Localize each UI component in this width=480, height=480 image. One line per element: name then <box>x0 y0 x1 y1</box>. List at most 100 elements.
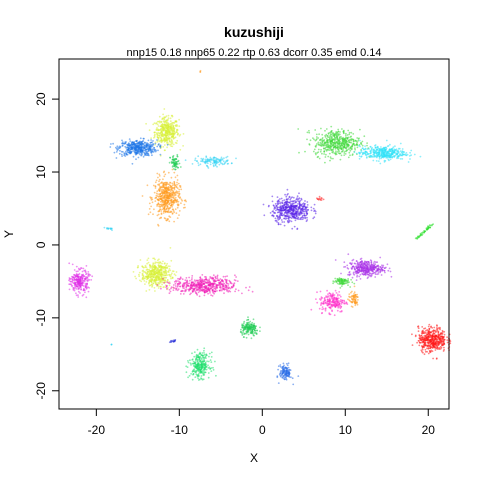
scatter-point <box>160 120 163 123</box>
scatter-point <box>230 162 233 165</box>
scatter-point <box>349 148 351 150</box>
scatter-point <box>135 143 138 145</box>
scatter-point <box>153 286 156 289</box>
scatter-point <box>143 149 146 152</box>
scatter-point <box>313 203 316 206</box>
scatter-point <box>160 275 163 278</box>
scatter-point <box>72 287 75 289</box>
scatter-point <box>169 144 171 146</box>
scatter-point <box>177 280 179 282</box>
scatter-point <box>167 137 170 140</box>
scatter-point <box>159 203 162 206</box>
scatter-point <box>163 189 165 192</box>
scatter-point <box>375 149 378 152</box>
scatter-point <box>341 144 344 147</box>
scatter-point <box>342 132 345 134</box>
scatter-point <box>128 146 131 149</box>
scatter-point <box>285 211 287 213</box>
scatter-point <box>222 160 225 163</box>
scatter-point <box>345 146 347 149</box>
scatter-point <box>139 137 142 140</box>
scatter-point <box>360 141 362 144</box>
scatter-point <box>306 204 309 206</box>
scatter-point <box>343 129 345 132</box>
scatter-point <box>319 150 322 153</box>
scatter-point <box>274 219 277 222</box>
scatter-point <box>285 217 288 220</box>
scatter-point <box>298 151 300 154</box>
scatter-point <box>305 208 308 210</box>
scatter-point <box>283 217 286 220</box>
scatter-point <box>342 138 345 141</box>
scatter-point <box>283 224 286 227</box>
scatter-point <box>319 290 322 293</box>
scatter-point <box>222 281 225 283</box>
scatter-point <box>297 207 300 210</box>
scatter-point <box>162 113 165 116</box>
scatter-point <box>393 151 396 153</box>
scatter-point <box>280 209 282 212</box>
scatter-point <box>166 197 169 199</box>
scatter-point <box>359 261 362 263</box>
scatter-point <box>219 283 222 286</box>
scatter-point <box>192 289 195 292</box>
scatter-point <box>153 149 156 152</box>
scatter-point <box>374 147 377 149</box>
scatter-point <box>121 141 124 144</box>
scatter-point <box>165 203 168 206</box>
scatter-point <box>190 283 193 286</box>
scatter-point <box>337 130 340 133</box>
scatter-point <box>189 279 191 282</box>
scatter-point <box>167 118 169 121</box>
scatter-point <box>288 196 291 199</box>
scatter-point <box>109 146 112 148</box>
scatter-point <box>398 147 401 150</box>
scatter-point <box>145 266 148 269</box>
scatter-point <box>355 143 358 146</box>
scatter-point <box>165 196 167 199</box>
scatter-point <box>152 123 155 126</box>
scatter-point <box>156 145 159 148</box>
scatter-point <box>337 152 340 155</box>
scatter-point <box>145 273 148 276</box>
scatter-point <box>358 266 361 269</box>
scatter-point <box>310 209 313 212</box>
scatter-point <box>173 171 176 174</box>
scatter-point <box>195 289 198 292</box>
scatter-point <box>290 214 293 217</box>
scatter-point <box>179 166 182 168</box>
scatter-point <box>128 138 131 141</box>
scatter-point <box>107 228 110 230</box>
scatter-point <box>345 139 348 142</box>
scatter-point <box>327 303 329 305</box>
scatter-point <box>177 203 180 206</box>
scatter-point <box>348 133 351 136</box>
scatter-point <box>154 142 157 145</box>
scatter-point <box>364 262 367 265</box>
scatter-point <box>142 269 145 272</box>
scatter-point <box>281 221 284 223</box>
scatter-point <box>152 143 155 145</box>
scatter-point <box>326 289 328 292</box>
scatter-point <box>85 272 88 275</box>
scatter-point <box>301 214 304 217</box>
scatter-point <box>366 152 369 155</box>
scatter-point <box>161 126 164 129</box>
scatter-point <box>339 152 342 155</box>
scatter-point <box>383 147 386 150</box>
scatter-point <box>157 125 160 127</box>
scatter-point <box>339 147 342 150</box>
scatter-point <box>81 270 84 273</box>
scatter-point <box>406 153 409 156</box>
scatter-point <box>376 145 379 148</box>
scatter-point <box>203 161 206 164</box>
scatter-point <box>209 163 212 166</box>
scatter-point <box>362 152 365 155</box>
scatter-point <box>358 155 361 158</box>
scatter-point <box>153 280 156 283</box>
scatter-point <box>283 209 286 212</box>
scatter-point <box>181 283 184 286</box>
scatter-point <box>211 295 214 297</box>
scatter-point <box>189 288 192 291</box>
scatter-point <box>140 280 143 283</box>
